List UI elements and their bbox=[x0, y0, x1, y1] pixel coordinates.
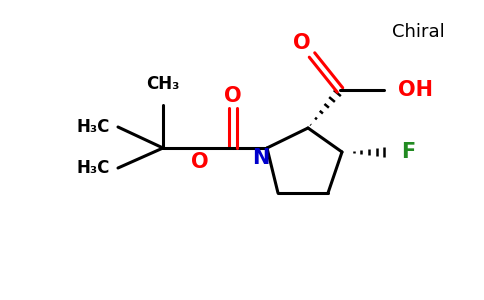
Text: O: O bbox=[191, 152, 209, 172]
Text: F: F bbox=[401, 142, 415, 162]
Text: H₃C: H₃C bbox=[76, 159, 110, 177]
Text: O: O bbox=[224, 86, 242, 106]
Text: CH₃: CH₃ bbox=[146, 75, 180, 93]
Text: OH: OH bbox=[398, 80, 433, 100]
Text: Chiral: Chiral bbox=[392, 23, 444, 41]
Text: O: O bbox=[293, 33, 311, 53]
Text: H₃C: H₃C bbox=[76, 118, 110, 136]
Text: N: N bbox=[252, 148, 270, 168]
